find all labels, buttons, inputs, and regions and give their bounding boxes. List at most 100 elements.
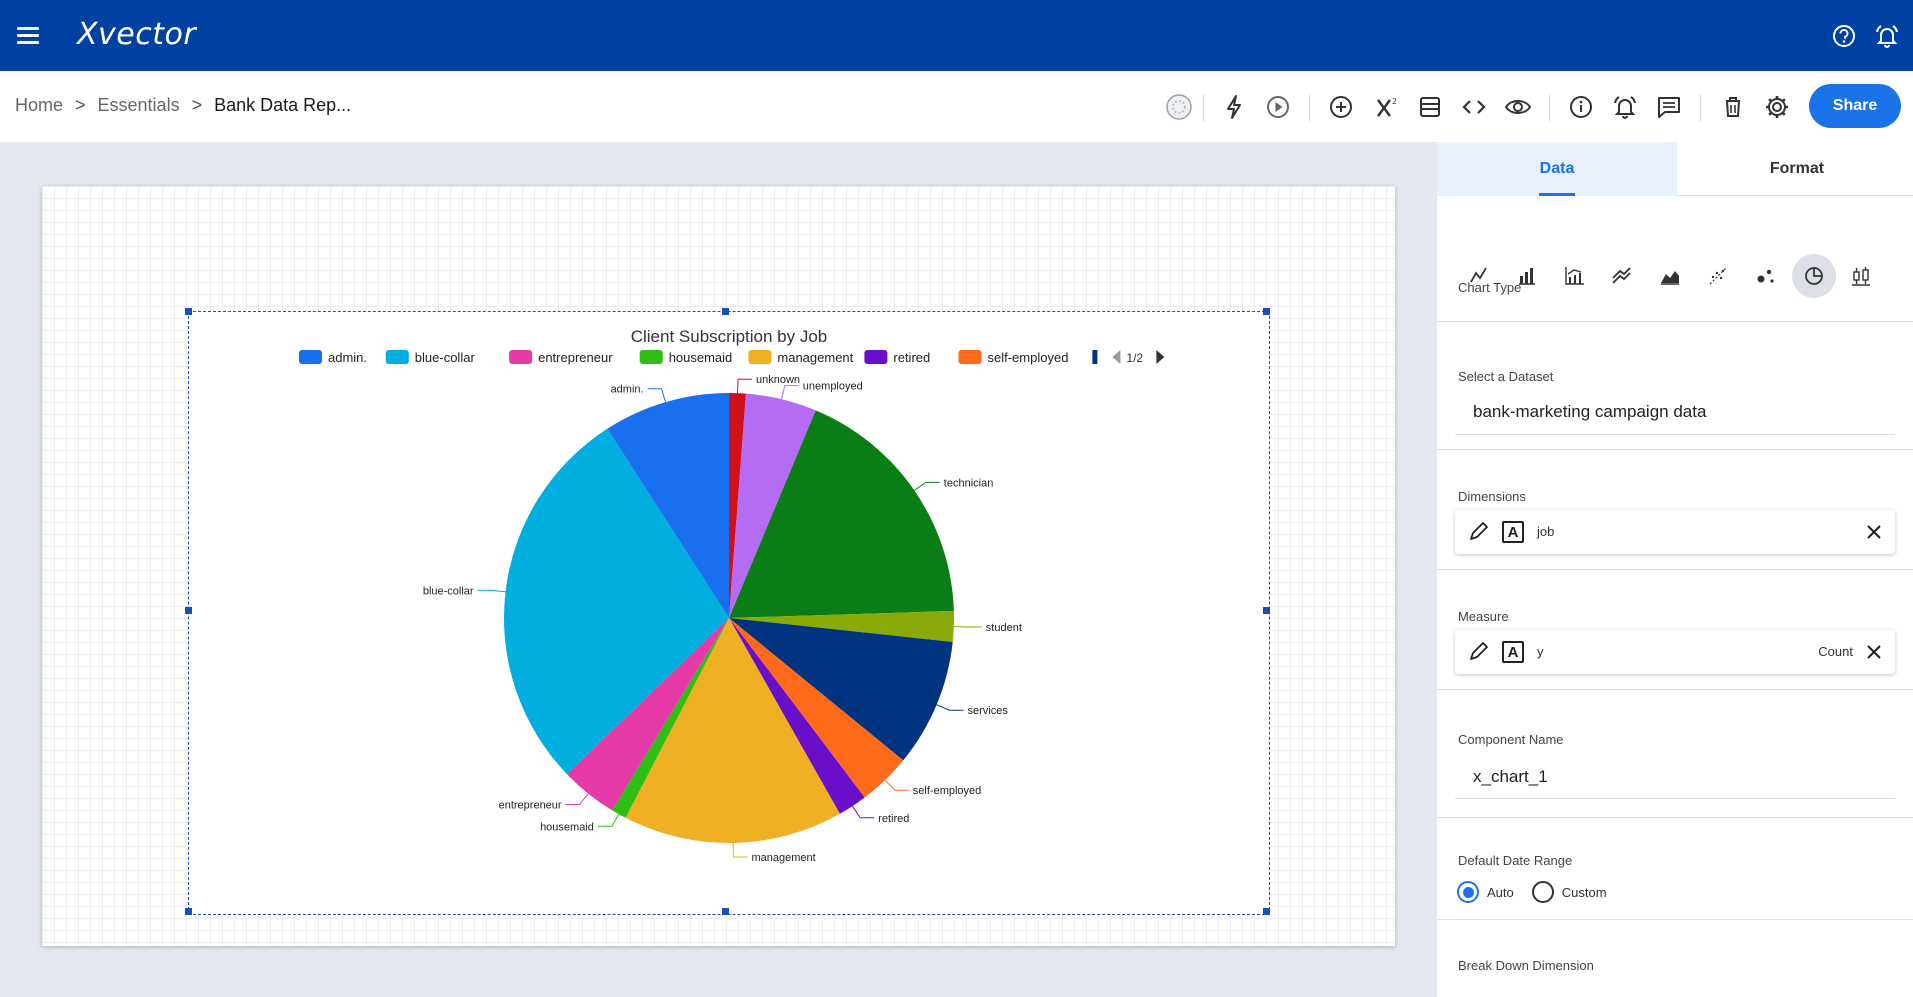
- pie-chart: Client Subscription by Job admin. blue-co…: [299, 327, 1165, 864]
- slice-label: housemaid: [540, 821, 594, 833]
- notifications-icon[interactable]: [1873, 22, 1901, 50]
- pie-slice-technician[interactable]: [729, 410, 954, 618]
- panel-tabs: Data Format: [1437, 142, 1913, 196]
- slice-leader-line: [477, 589, 506, 593]
- delete-icon[interactable]: [1718, 92, 1748, 122]
- component-name-input[interactable]: x_chart_1: [1473, 767, 1548, 786]
- formula-icon[interactable]: 2: [1371, 92, 1401, 122]
- pie-slice-management[interactable]: [625, 618, 840, 843]
- legend-swatch: [958, 350, 982, 364]
- legend-label: admin.: [328, 350, 367, 365]
- layout-icon[interactable]: [1415, 92, 1445, 122]
- bar-chart-icon[interactable]: [1505, 254, 1549, 298]
- measure-section: Measure A y Count: [1437, 570, 1913, 690]
- menu-icon[interactable]: [14, 24, 44, 46]
- measure-aggregation[interactable]: Count: [1818, 644, 1853, 659]
- resize-handle[interactable]: [1263, 308, 1270, 315]
- remove-measure-icon[interactable]: [1863, 641, 1885, 663]
- lightning-icon[interactable]: [1219, 92, 1249, 122]
- breadcrumb-essentials[interactable]: Essentials: [97, 95, 180, 115]
- comment-icon[interactable]: [1654, 92, 1684, 122]
- legend-item[interactable]: blue-collar: [385, 350, 476, 365]
- legend-label: entrepreneur: [538, 350, 613, 365]
- pie-chart-icon[interactable]: [1791, 254, 1836, 298]
- slice-leader-line: [936, 704, 964, 711]
- pie-slice-admin[interactable]: [607, 393, 729, 618]
- tab-data[interactable]: Data: [1437, 142, 1677, 196]
- radio-auto[interactable]: [1457, 881, 1479, 903]
- info-icon[interactable]: [1566, 92, 1596, 122]
- legend-item[interactable]: admin.: [299, 350, 367, 365]
- chart-component[interactable]: Client Subscription by Job admin. blue-co…: [185, 308, 1270, 915]
- toolbar-divider: [1549, 95, 1550, 121]
- breadcrumb-home[interactable]: Home: [15, 95, 64, 115]
- legend-prev-icon[interactable]: [1112, 350, 1121, 364]
- app-logo: Xvector: [77, 17, 197, 52]
- edit-pencil-icon[interactable]: [1467, 521, 1491, 543]
- legend-item[interactable]: management: [748, 350, 854, 365]
- area-chart-icon[interactable]: [1648, 254, 1692, 298]
- pie-slice-entrepreneur[interactable]: [566, 618, 729, 811]
- measure-field: y: [1537, 644, 1544, 659]
- pie-slice-retired[interactable]: [729, 618, 865, 814]
- play-icon[interactable]: [1263, 92, 1293, 122]
- scatter-line-icon[interactable]: [1696, 254, 1740, 298]
- resize-handle[interactable]: [722, 908, 729, 915]
- legend-next-icon[interactable]: [1156, 350, 1165, 364]
- legend-overflow-swatch: [1092, 350, 1098, 364]
- line-chart-icon[interactable]: [1457, 254, 1501, 298]
- pie-slice-bluecollar[interactable]: [504, 428, 729, 775]
- slice-leader-line: [884, 779, 909, 791]
- chart-legend: admin. blue-collar entrepreneur housemaid ma…: [299, 350, 1165, 365]
- pie-slice-selfemployed[interactable]: [729, 618, 904, 798]
- svg-text:2: 2: [1392, 97, 1397, 106]
- radio-custom[interactable]: [1531, 881, 1554, 903]
- dataset-select[interactable]: bank-marketing campaign data: [1473, 402, 1707, 421]
- legend-item[interactable]: retired: [864, 350, 930, 365]
- pie-slice-student[interactable]: [729, 610, 955, 642]
- legend-swatch: [864, 350, 888, 364]
- slice-label: student: [986, 622, 1022, 634]
- status-indicator-icon[interactable]: [1164, 92, 1194, 122]
- dimension-pill[interactable]: A job: [1455, 510, 1895, 554]
- preview-eye-icon[interactable]: [1503, 92, 1533, 122]
- share-button[interactable]: Share: [1809, 84, 1901, 128]
- measure-pill[interactable]: A y Count: [1455, 630, 1895, 674]
- slice-leader-line: [953, 626, 982, 628]
- chart-type-picker: [1457, 254, 1897, 298]
- text-type-icon: A: [1502, 521, 1524, 543]
- candlestick-icon[interactable]: [1839, 254, 1883, 298]
- resize-handle[interactable]: [185, 908, 192, 915]
- resize-handle[interactable]: [185, 308, 192, 315]
- date-range-section: Default Date Range Auto Custom: [1437, 818, 1913, 920]
- legend-item[interactable]: self-employed: [958, 350, 1069, 365]
- multi-line-icon[interactable]: [1600, 254, 1644, 298]
- pie-slice-housemaid[interactable]: [612, 618, 729, 818]
- bubble-chart-icon[interactable]: [1744, 254, 1788, 298]
- edit-pencil-icon[interactable]: [1467, 641, 1491, 663]
- resize-handle[interactable]: [185, 607, 192, 614]
- resize-handle[interactable]: [1263, 607, 1270, 614]
- pie-slice-unknown[interactable]: [729, 393, 746, 618]
- add-icon[interactable]: [1326, 92, 1356, 122]
- help-icon[interactable]: [1830, 22, 1858, 50]
- pie-slice-services[interactable]: [729, 618, 953, 761]
- legend-label: housemaid: [669, 350, 733, 365]
- pie-slice-unemployed[interactable]: [729, 393, 816, 618]
- legend-item[interactable]: housemaid: [639, 350, 733, 365]
- legend-swatch: [299, 350, 322, 364]
- tab-format[interactable]: Format: [1769, 160, 1825, 177]
- settings-gear-icon[interactable]: [1762, 92, 1792, 122]
- remove-dimension-icon[interactable]: [1863, 521, 1885, 543]
- legend-item[interactable]: entrepreneur: [509, 350, 613, 365]
- app-header: Xvector: [0, 0, 1913, 71]
- code-icon[interactable]: [1459, 92, 1489, 122]
- resize-handle[interactable]: [1263, 908, 1270, 915]
- legend-swatch: [639, 350, 663, 364]
- resize-handle[interactable]: [722, 308, 729, 315]
- date-range-options: Auto Custom: [1457, 881, 1607, 903]
- chart-type-label: Chart Type: [1458, 280, 1522, 295]
- alert-bell-icon[interactable]: [1610, 92, 1640, 122]
- slice-leader-line: [781, 385, 799, 400]
- combo-chart-icon[interactable]: [1553, 254, 1597, 298]
